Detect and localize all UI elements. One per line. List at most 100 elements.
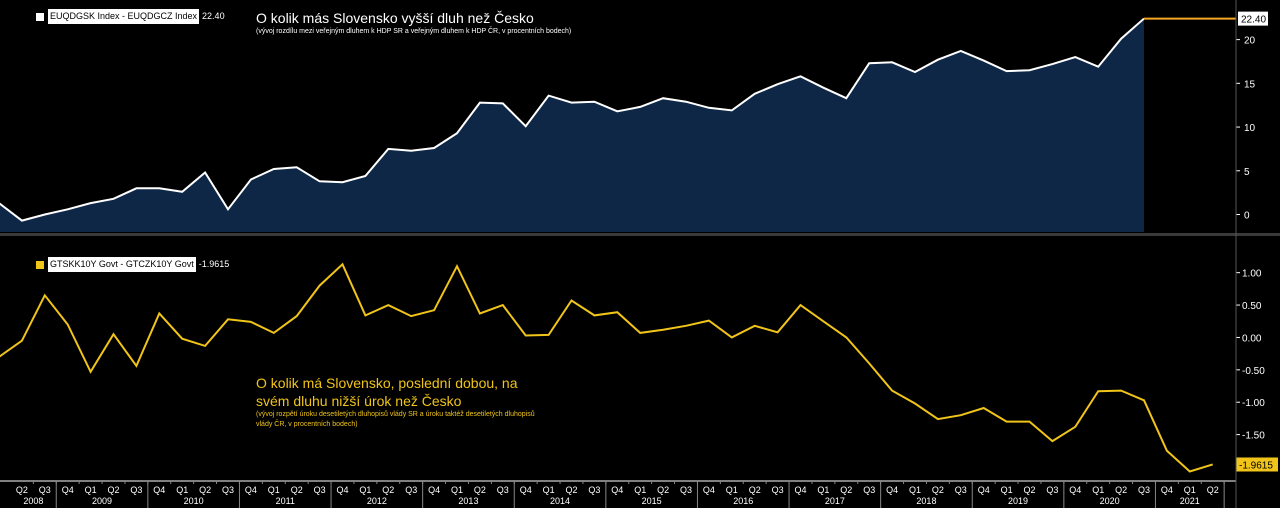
x-year-label: 2015 — [642, 496, 662, 506]
x-quarter-label: Q4 — [62, 485, 74, 495]
bottom-ytick-label: -0.50 — [1242, 366, 1265, 377]
legend-bottom-label: GTSKK10Y Govt - GTCZK10Y Govt — [48, 257, 196, 273]
x-quarter-label: Q2 — [382, 485, 394, 495]
x-quarter-label: Q4 — [520, 485, 532, 495]
x-year-label: 2013 — [458, 496, 478, 506]
x-quarter-label: Q2 — [565, 485, 577, 495]
x-quarter-label: Q4 — [1161, 485, 1173, 495]
x-quarter-label: Q2 — [840, 485, 852, 495]
x-quarter-label: Q3 — [680, 485, 692, 495]
x-quarter-label: Q1 — [543, 485, 555, 495]
x-year-label: 2021 — [1180, 496, 1200, 506]
x-quarter-label: Q3 — [39, 485, 51, 495]
x-year-label: 2012 — [367, 496, 387, 506]
top-area-fill — [0, 18, 1144, 232]
x-quarter-label: Q3 — [222, 485, 234, 495]
x-quarter-label: Q1 — [634, 485, 646, 495]
top-ytick-label: 0 — [1244, 211, 1250, 222]
x-quarter-label: Q2 — [291, 485, 303, 495]
x-quarter-label: Q2 — [1115, 485, 1127, 495]
annotation-top-title: O kolik más Slovensko vyšší dluh než Čes… — [256, 10, 534, 26]
x-quarter-label: Q1 — [1184, 485, 1196, 495]
legend-bottom-value: -1.9615 — [198, 259, 230, 270]
x-year-label: 2018 — [916, 496, 936, 506]
x-quarter-label: Q2 — [1207, 485, 1219, 495]
x-quarter-label: Q3 — [130, 485, 142, 495]
x-quarter-label: Q1 — [176, 485, 188, 495]
x-quarter-label: Q2 — [1023, 485, 1035, 495]
x-quarter-label: Q2 — [657, 485, 669, 495]
bottom-ytick-label: -1.50 — [1242, 431, 1265, 442]
annotation-bottom: O kolik má Slovensko, poslední dobou, na… — [256, 374, 546, 430]
legend-top-value: 22.40 — [202, 11, 225, 22]
x-quarter-label: Q1 — [909, 485, 921, 495]
bottom-ytick-label: 1.00 — [1242, 269, 1262, 280]
x-quarter-label: Q3 — [1138, 485, 1150, 495]
x-quarter-label: Q2 — [107, 485, 119, 495]
bottom-series-line — [0, 262, 1213, 473]
x-quarter-label: Q4 — [703, 485, 715, 495]
x-year-label: 2011 — [276, 496, 295, 506]
panel-separator — [0, 233, 1280, 236]
x-quarter-label: Q4 — [428, 485, 440, 495]
legend-bottom: GTSKK10Y Govt - GTCZK10Y Govt -1.9615 — [32, 257, 232, 273]
top-ytick-label: 5 — [1244, 167, 1250, 178]
x-quarter-label: Q3 — [588, 485, 600, 495]
x-year-label: 2017 — [825, 496, 845, 506]
x-quarter-label: Q2 — [749, 485, 761, 495]
bottom-last-value-label: -1.9615 — [1239, 460, 1273, 471]
x-quarter-label: Q3 — [314, 485, 326, 495]
x-quarter-label: Q3 — [863, 485, 875, 495]
bottom-ytick-label: -1.00 — [1242, 398, 1265, 409]
x-quarter-label: Q4 — [978, 485, 990, 495]
x-year-label: 2014 — [550, 496, 570, 506]
x-year-label: 2008 — [23, 496, 43, 506]
x-quarter-label: Q4 — [794, 485, 806, 495]
legend-top-swatch — [36, 12, 44, 21]
x-quarter-label: Q3 — [955, 485, 967, 495]
x-quarter-label: Q1 — [726, 485, 738, 495]
top-series-line — [0, 17, 1145, 222]
bottom-ytick-label: 0.00 — [1242, 333, 1262, 344]
bottom-last-value-box — [1236, 457, 1278, 472]
x-year-label: 2009 — [92, 496, 112, 506]
x-quarter-label: Q3 — [405, 485, 417, 495]
x-quarter-label: Q2 — [474, 485, 486, 495]
annotation-top-subtitle: (vývoj rozdílu mezi veřejným dluhem k HD… — [256, 28, 572, 35]
x-quarter-label: Q2 — [16, 485, 28, 495]
top-ytick-label: 20 — [1244, 36, 1256, 47]
x-quarter-label: Q1 — [268, 485, 280, 495]
x-quarter-label: Q4 — [1069, 485, 1081, 495]
x-quarter-label: Q2 — [199, 485, 211, 495]
top-panel: 0 5 10 15 20 22.40 — [0, 11, 1280, 236]
legend-top: EUQDGSK Index - EUQDGCZ Index 22.40 — [32, 9, 228, 25]
x-year-label: 2016 — [733, 496, 753, 506]
x-quarter-label: Q4 — [611, 485, 623, 495]
top-last-value-box — [1238, 11, 1268, 26]
x-quarter-label: Q1 — [817, 485, 829, 495]
x-quarter-label: Q3 — [497, 485, 509, 495]
bottom-panel: 1.00 0.50 0.00 -0.50 -1.00 -1.50 -1.9615 — [0, 262, 1278, 473]
legend-top-label: EUQDGSK Index - EUQDGCZ Index — [48, 9, 200, 25]
x-quarter-label: Q1 — [359, 485, 371, 495]
top-last-value-label: 22.40 — [1241, 15, 1266, 26]
x-year-label: 2010 — [184, 496, 204, 506]
x-quarter-label: Q2 — [932, 485, 944, 495]
legend-bottom-swatch — [36, 260, 44, 269]
x-quarter-label: Q4 — [336, 485, 348, 495]
bottom-ytick-label: 0.50 — [1242, 301, 1262, 312]
x-quarter-label: Q4 — [886, 485, 898, 495]
x-quarter-label: Q4 — [245, 485, 257, 495]
annotation-bottom-subtitle: (vývoj rozpětí úroku desetiletých dluhop… — [256, 411, 535, 428]
x-quarter-label: Q4 — [153, 485, 165, 495]
x-year-label: 2020 — [1100, 496, 1120, 506]
x-quarter-label: Q1 — [85, 485, 97, 495]
top-ytick-label: 10 — [1244, 123, 1256, 134]
x-quarter-label: Q3 — [772, 485, 784, 495]
x-quarter-label: Q1 — [451, 485, 463, 495]
annotation-top: O kolik más Slovensko vyšší dluh než Čes… — [256, 10, 586, 37]
top-ytick-label: 15 — [1244, 79, 1256, 90]
x-quarter-label: Q3 — [1046, 485, 1058, 495]
annotation-bottom-title: O kolik má Slovensko, poslední dobou, na… — [256, 375, 518, 409]
